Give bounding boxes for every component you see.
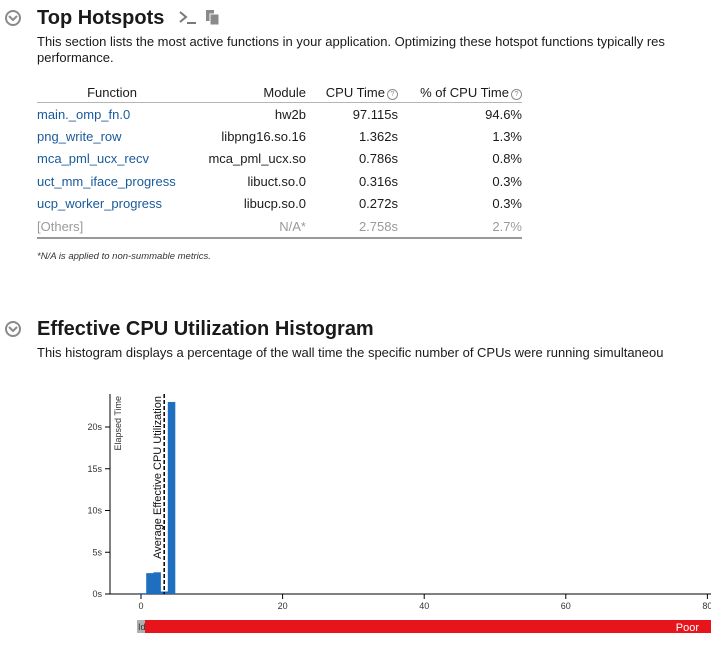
pct-cpu-time-cell: 0.3% <box>492 196 522 212</box>
utilization-legend-bar: IdlePoor <box>137 620 711 634</box>
y-axis-label: Elapsed Time <box>113 396 123 451</box>
histogram-collapse-icon[interactable] <box>5 321 21 337</box>
pct-cpu-time-cell: 1.3% <box>492 129 522 145</box>
copy-icon[interactable] <box>205 9 221 26</box>
others-function-cell: [Others] <box>37 214 187 240</box>
hotspots-description-line2: performance. <box>37 50 114 65</box>
module-cell: libucp.so.0 <box>243 196 306 212</box>
table-row: main._omp_fn.0 hw2b 97.115s 94.6% <box>37 103 522 126</box>
help-icon[interactable]: ? <box>387 88 398 100</box>
x-axis: 0 20 40 60 80 <box>110 593 711 611</box>
function-link[interactable]: ucp_worker_progress <box>37 196 163 212</box>
histogram-bar <box>146 573 154 594</box>
column-header-pct-cpu-time[interactable]: % of CPU Time? <box>398 82 522 103</box>
table-row: mca_pml_ucx_recv mca_pml_ucx.so 0.786s 0… <box>37 148 522 170</box>
function-link[interactable]: png_write_row <box>37 129 122 145</box>
function-link[interactable]: mca_pml_ucx_recv <box>37 151 149 167</box>
cpu-time-cell: 0.786s <box>358 151 398 167</box>
table-row: png_write_row libpng16.so.16 1.362s 1.3% <box>37 125 522 147</box>
histogram-description: This histogram displays a percentage of … <box>37 345 664 360</box>
y-tick-label: 10s <box>87 506 102 516</box>
column-header-cpu-time[interactable]: CPU Time? <box>306 82 398 103</box>
table-row: uct_mm_iface_progress libuct.so.0 0.316s… <box>37 170 522 192</box>
y-axis: 0s 5s 10s 15s 20s Elapsed Time <box>87 394 123 599</box>
table-row: ucp_worker_progress libucp.so.0 0.272s 0… <box>37 193 522 215</box>
cpu-time-cell: 0.272s <box>358 196 398 212</box>
table-row-others: [Others] N/A* 2.758s 2.7% <box>37 214 522 240</box>
pct-cpu-time-cell: 0.8% <box>492 151 522 167</box>
histogram-bar <box>153 572 161 594</box>
histogram-title: Effective CPU Utilization Histogram <box>37 318 374 340</box>
cpu-time-cell: 0.316s <box>358 173 398 189</box>
hotspots-title: Top Hotspots <box>37 7 165 29</box>
cpu-utilization-histogram: 0s 5s 10s 15s 20s Elapsed Time 0 20 40 60 80 Aver… <box>87 394 711 634</box>
cpu-time-cell: 1.362s <box>358 129 398 145</box>
x-tick-label: 20 <box>278 601 288 611</box>
module-cell: hw2b <box>274 106 306 122</box>
module-cell: mca_pml_ucx.so <box>208 151 306 167</box>
histogram-bar <box>167 401 176 594</box>
cpu-time-cell: 2.758s <box>306 214 398 240</box>
help-icon[interactable]: ? <box>511 88 522 100</box>
hotspots-collapse-icon[interactable] <box>5 10 21 26</box>
average-marker-label: Average Effective CPU Utilization <box>152 396 164 559</box>
x-tick-label: 0 <box>138 601 143 611</box>
x-tick-label: 60 <box>561 601 571 611</box>
y-tick-label: 0s <box>92 589 102 599</box>
pct-cpu-time-cell: 2.7% <box>398 214 522 240</box>
column-header-module[interactable]: Module <box>187 82 306 103</box>
pct-cpu-time-cell: 0.3% <box>492 173 522 189</box>
column-header-function[interactable]: Function <box>37 82 187 103</box>
module-cell: N/A* <box>187 214 306 240</box>
x-tick-label: 80 <box>702 601 711 611</box>
idle-segment <box>137 620 145 633</box>
module-cell: libpng16.so.16 <box>221 129 306 145</box>
table-header-row: Function Module CPU Time? % of CPU Time? <box>37 82 522 103</box>
table-footnote: *N/A is applied to non-summable metrics. <box>37 251 211 262</box>
y-tick-label: 20s <box>87 422 102 432</box>
y-tick-label: 5s <box>92 547 102 557</box>
poor-label: Poor <box>676 622 700 634</box>
x-tick-label: 40 <box>419 601 429 611</box>
histogram-bar <box>139 593 147 595</box>
hotspots-description: This section lists the most active funct… <box>37 34 665 49</box>
hotspots-table: Function Module CPU Time? % of CPU Time?… <box>37 82 522 240</box>
function-link[interactable]: uct_mm_iface_progress <box>37 173 176 189</box>
terminal-icon[interactable] <box>179 11 197 25</box>
pct-cpu-time-cell: 94.6% <box>485 106 522 122</box>
poor-segment <box>145 620 711 633</box>
function-link[interactable]: main._omp_fn.0 <box>37 106 131 122</box>
cpu-time-cell: 97.115s <box>352 106 398 122</box>
y-tick-label: 15s <box>87 464 102 474</box>
module-cell: libuct.so.0 <box>247 173 306 189</box>
average-utilization-marker: Average Effective CPU Utilization <box>152 394 165 594</box>
